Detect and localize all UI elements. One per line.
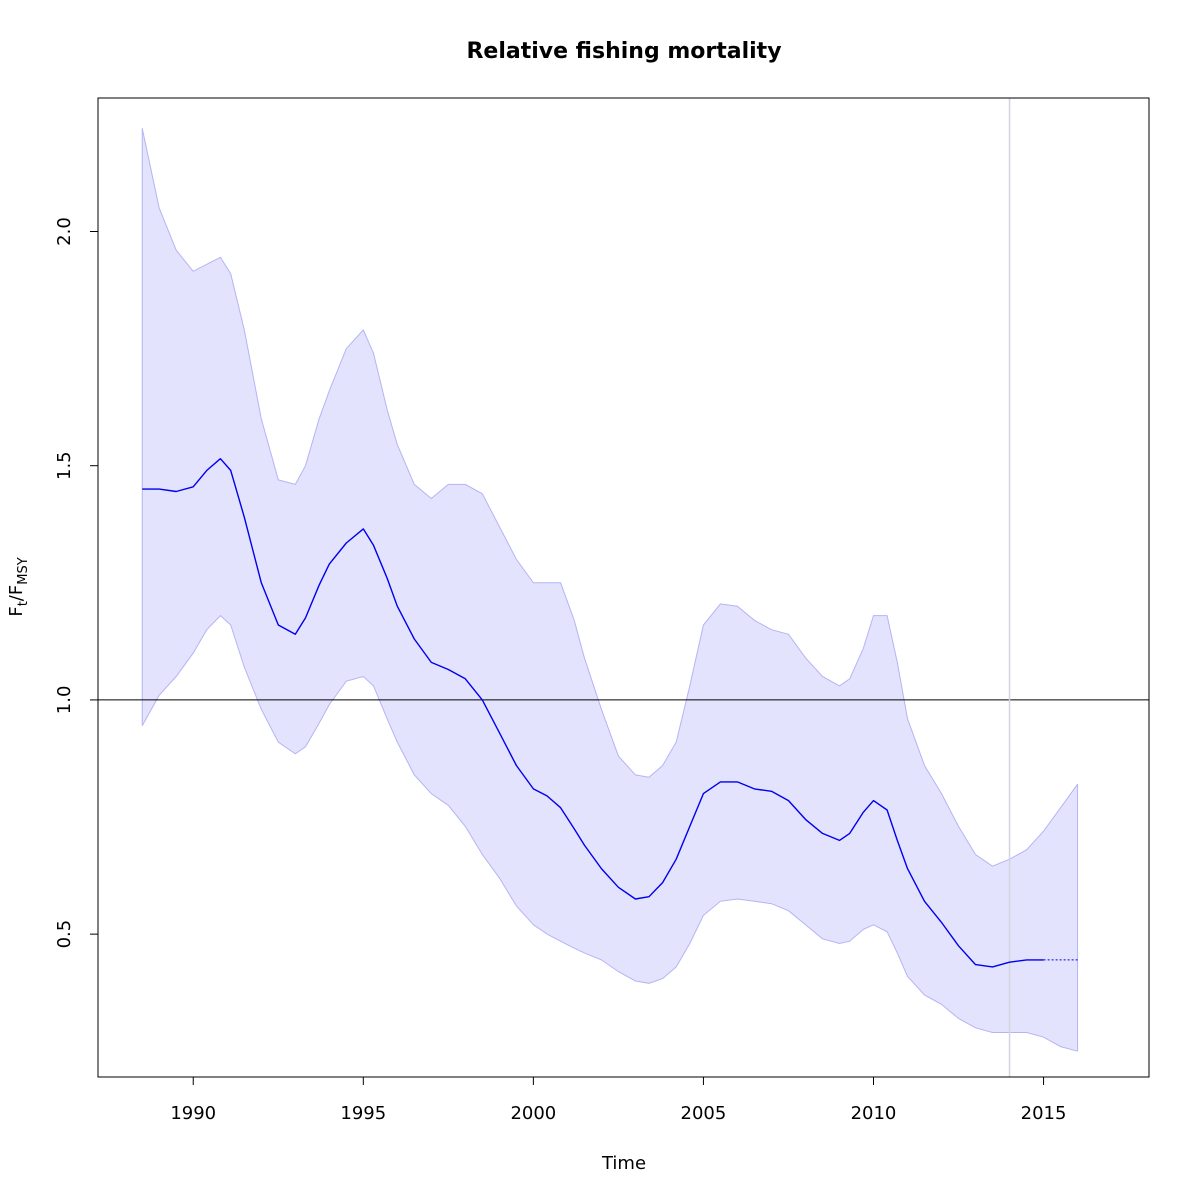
- confidence-band-fill: [142, 128, 1078, 1052]
- y-axis-label-sub1: t: [16, 601, 31, 606]
- x-axis-label: Time: [601, 1153, 646, 1174]
- confidence-band-lower-edge: [141, 614, 1078, 1052]
- y-tick-label: 0.5: [54, 920, 75, 949]
- series-layer: [142, 458, 1078, 968]
- x-tick-label: 2010: [851, 1103, 897, 1124]
- y-axis-label-sub2: MSY: [16, 557, 31, 584]
- x-tick-label: 1995: [340, 1103, 386, 1124]
- x-tick-label: 2015: [1021, 1103, 1067, 1124]
- y-axis-label-sep: /: [6, 594, 27, 601]
- y-tick-label: 1.0: [54, 686, 75, 715]
- y-axis: 0.5 1.0 1.5 2.0: [54, 217, 98, 948]
- chart-title: Relative fishing mortality: [466, 39, 781, 64]
- x-tick-label: 2000: [510, 1103, 556, 1124]
- y-axis-label: Ft/FMSY: [6, 557, 31, 616]
- y-tick-label: 1.5: [54, 451, 75, 480]
- x-axis: 1990 1995 2000 2005 2010 2015: [170, 1076, 1067, 1124]
- y-tick-label: 2.0: [54, 217, 75, 246]
- confidence-band-layer: [141, 128, 1079, 1052]
- reference-lines-layer: [98, 98, 1149, 1077]
- y-axis-label-main2: F: [6, 585, 27, 595]
- y-axis-label-main: F: [6, 606, 27, 616]
- x-tick-label: 1990: [170, 1103, 216, 1124]
- x-tick-label: 2005: [681, 1103, 727, 1124]
- series-line-estimate: [142, 458, 1044, 968]
